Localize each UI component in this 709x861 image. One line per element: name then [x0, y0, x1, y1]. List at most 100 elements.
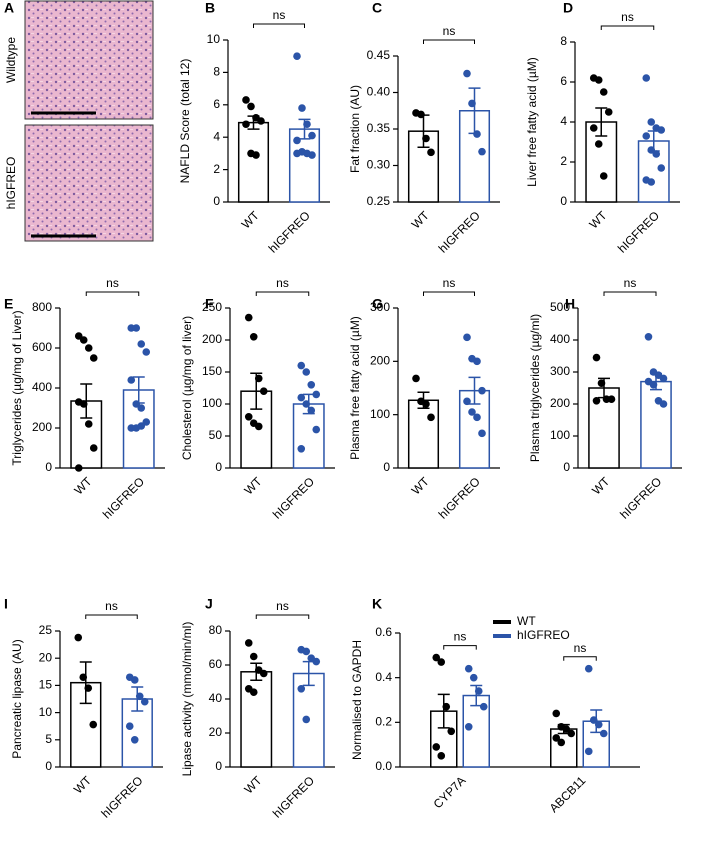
y-tick-label: 0.2: [375, 715, 392, 729]
x-tick-label: hIGFREO: [436, 474, 483, 521]
data-point: [244, 313, 253, 322]
error-bar: [79, 661, 92, 705]
row-label: Wildtype: [4, 37, 18, 83]
data-point: [297, 361, 306, 370]
y-tick-label: 0: [563, 460, 570, 474]
x-tick-label: CYP7A: [431, 773, 469, 811]
bar: [640, 380, 672, 469]
data-point: [249, 333, 258, 341]
bar: [407, 130, 440, 203]
bar: [240, 671, 273, 768]
significance-bracket: [603, 291, 657, 296]
y-tick-label: 20: [209, 725, 223, 739]
x-tick-label: WT: [409, 474, 433, 498]
significance-label: ns: [443, 276, 456, 290]
error-bar: [590, 709, 603, 734]
significance-label: ns: [574, 641, 587, 655]
data-point: [427, 413, 435, 422]
data-point: [130, 676, 139, 684]
data-point: [302, 368, 311, 376]
significance-bracket: [253, 23, 305, 28]
significance-bracket: [563, 656, 597, 661]
significance-label: ns: [443, 24, 456, 38]
y-tick-label: 200: [32, 420, 52, 434]
y-tick-label: 800: [32, 300, 52, 314]
data-point: [594, 140, 603, 148]
significance-bracket: [423, 291, 475, 296]
y-tick-label: 0: [560, 194, 567, 208]
data-point: [647, 118, 656, 126]
data-point: [589, 124, 598, 132]
data-point: [463, 333, 471, 342]
data-point: [74, 464, 83, 472]
x-tick-label: WT: [239, 208, 263, 232]
data-point: [142, 348, 151, 356]
data-point: [259, 387, 268, 396]
data-point: [412, 374, 420, 383]
histology-image: [24, 0, 154, 120]
data-point: [557, 738, 566, 747]
data-point: [659, 400, 668, 408]
error-bar: [650, 372, 662, 391]
y-tick-label: 0: [215, 759, 222, 773]
data-point: [84, 420, 93, 428]
data-point: [130, 736, 139, 744]
error-bar: [437, 693, 450, 729]
data-point: [437, 658, 446, 666]
panel-letter: H: [565, 296, 575, 312]
data-point: [132, 324, 141, 332]
data-point: [254, 422, 263, 431]
significance-bracket: [255, 614, 310, 619]
bar: [237, 121, 270, 203]
x-tick-label: hIGFREO: [615, 208, 662, 255]
y-tick-label: 250: [202, 300, 222, 314]
data-point: [308, 151, 316, 159]
y-tick-label: 0.0: [375, 759, 392, 773]
y-tick-label: 25: [39, 623, 53, 637]
data-point: [74, 633, 83, 642]
significance-bracket: [85, 291, 140, 296]
error-bar: [131, 686, 144, 712]
legend-label: WT: [517, 614, 536, 628]
data-point: [259, 669, 268, 678]
data-point: [247, 102, 255, 111]
y-tick-label: 100: [550, 428, 570, 442]
data-point: [137, 404, 146, 412]
data-point: [478, 429, 486, 438]
data-point: [312, 425, 321, 434]
error-bar: [132, 376, 145, 404]
x-tick-label: hIGFREO: [98, 773, 145, 820]
bar: [407, 399, 440, 469]
data-point: [473, 357, 481, 366]
data-point: [552, 709, 561, 718]
data-point: [659, 374, 668, 383]
panel-letter: D: [563, 0, 573, 16]
significance-label: ns: [621, 10, 634, 24]
significance-label: ns: [105, 599, 118, 613]
data-point: [297, 393, 306, 402]
panel-letter: A: [4, 0, 14, 16]
x-tick-label: hIGFREO: [270, 474, 317, 521]
y-tick-label: 200: [202, 332, 222, 346]
panel-letter: I: [4, 596, 8, 612]
data-point: [642, 132, 651, 140]
significance-bracket: [255, 291, 310, 296]
significance-bracket: [600, 25, 655, 30]
data-point: [463, 397, 471, 406]
y-tick-label: 0: [45, 460, 52, 474]
data-point: [293, 149, 301, 158]
y-tick-label: 0: [45, 759, 52, 773]
x-tick-label: WT: [409, 208, 433, 232]
data-point: [137, 422, 146, 430]
error-bar: [417, 114, 430, 148]
error-bar: [302, 393, 315, 415]
significance-label: ns: [276, 599, 289, 613]
y-tick-label: 200: [550, 396, 570, 410]
data-point: [447, 727, 456, 736]
x-tick-label: WT: [72, 474, 96, 498]
y-tick-label: 300: [370, 300, 390, 314]
panel-letter: B: [205, 0, 215, 16]
data-point: [125, 722, 134, 730]
data-point: [89, 720, 98, 729]
